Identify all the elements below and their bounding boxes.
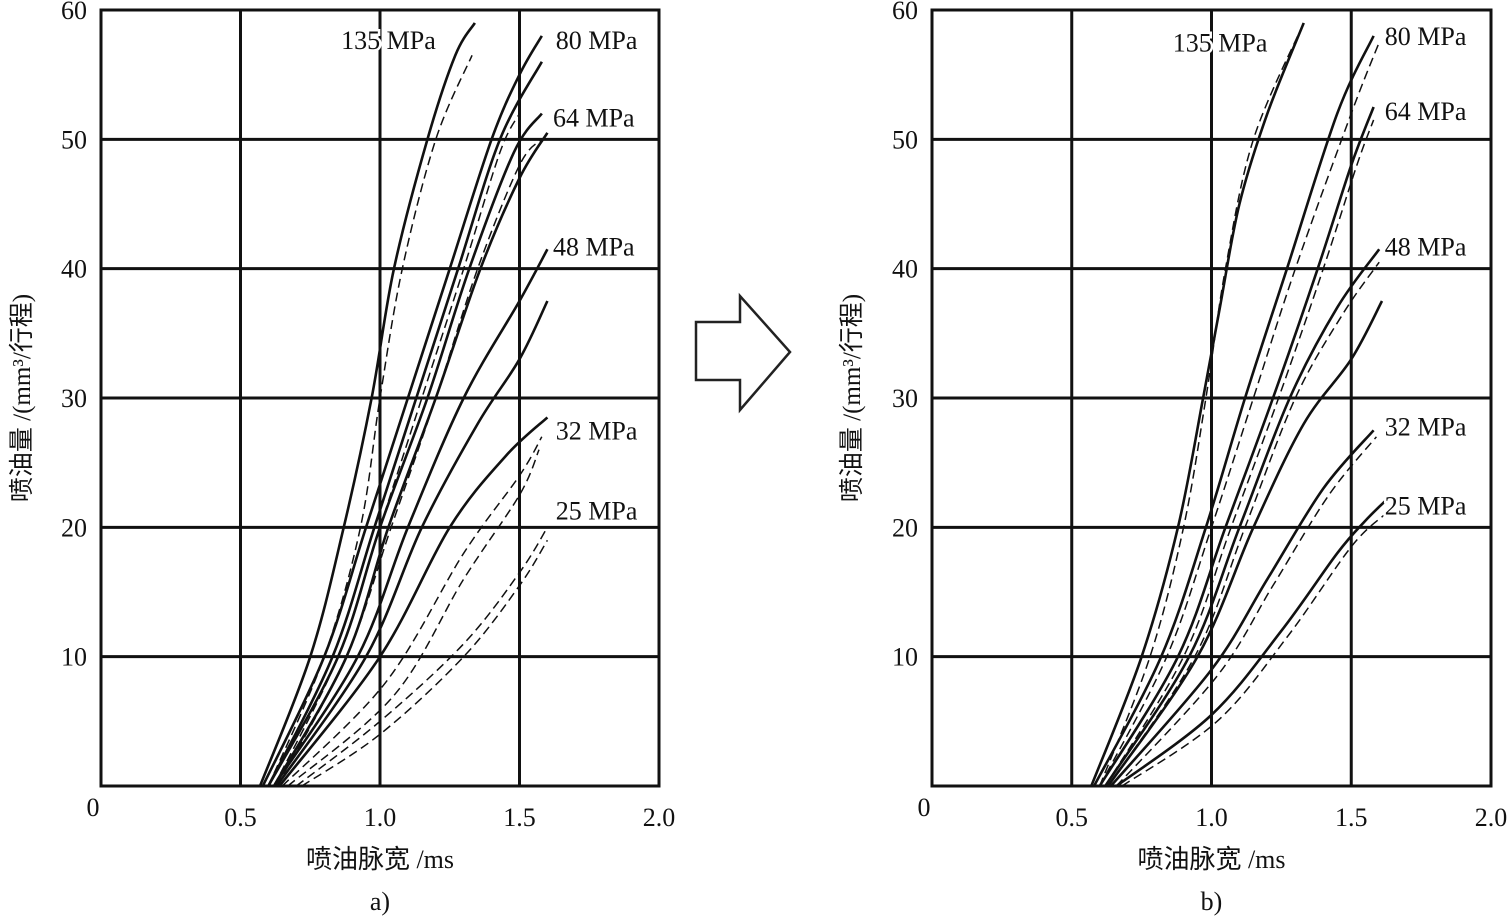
x-tick-label: 2.0 (643, 803, 676, 832)
x-tick-label: 0.5 (224, 803, 257, 832)
y-axis-label: 喷油量 /(mm³/行程) (838, 294, 866, 502)
series-line-measured (267, 61, 543, 787)
x-tick-label: 1.0 (364, 803, 397, 832)
x-tick-label: 2.0 (1475, 803, 1508, 832)
pressure-label: 64 MPa (553, 103, 635, 132)
pressure-label: 32 MPa (556, 416, 638, 445)
series-line-measured (1109, 429, 1375, 787)
series-line-simulated (1099, 42, 1380, 787)
series-line-simulated (295, 526, 549, 787)
series-line-measured (1115, 500, 1386, 788)
y-tick-label: 40 (61, 255, 87, 284)
x-axis-label: 喷油脉宽 /ms (1137, 845, 1285, 874)
chart-b: 0.5 1.0 1.5 2.0 10 20 30 40 50 60 0 135 MPa 80 MPa 64… (838, 0, 1507, 916)
series-line-simulated (273, 113, 521, 787)
right-arrow-icon (694, 292, 792, 414)
y-tick-label: 30 (892, 384, 918, 413)
y-tick-label: 50 (892, 125, 918, 154)
y-tick-label: 50 (61, 125, 87, 154)
y-tick-label: 30 (61, 384, 87, 413)
y-tick-label: 10 (892, 643, 918, 672)
pressure-label: 48 MPa (553, 233, 635, 262)
pressure-label: 32 MPa (1385, 413, 1467, 442)
origin-label: 0 (87, 793, 100, 822)
y-tick-label: 60 (61, 0, 87, 25)
y-axis-label: 喷油量 /(mm³/行程) (8, 294, 36, 502)
series-line-simulated (276, 138, 543, 787)
pressure-label: 25 MPa (1385, 491, 1467, 520)
x-axis-label: 喷油脉宽 /ms (306, 845, 454, 874)
series-line-simulated (1121, 513, 1386, 787)
series-line-measured (272, 248, 549, 787)
plot-frame (930, 8, 1493, 788)
series-line-simulated (1104, 119, 1375, 787)
x-tick-label: 1.5 (503, 803, 536, 832)
x-tick-label: 0.5 (1056, 803, 1089, 832)
y-tick-label: 20 (892, 513, 918, 542)
y-tick-label: 20 (61, 513, 87, 542)
y-tick-label: 40 (892, 255, 918, 284)
pressure-label: 48 MPa (1385, 233, 1467, 262)
pressure-label: 80 MPa (1385, 22, 1467, 51)
series-line-simulated (1107, 261, 1380, 787)
series-line-measured (258, 22, 476, 787)
plot-frame (99, 8, 661, 788)
y-tick-label: 60 (892, 0, 918, 25)
subfigure-label: a) (370, 887, 390, 916)
series-line-simulated (1099, 22, 1305, 787)
pressure-label: 80 MPa (556, 26, 638, 55)
series-line-measured (275, 300, 549, 787)
series-line-measured (1107, 300, 1384, 787)
pressure-label: 135 MPa (1173, 28, 1268, 57)
x-tick-label: 1.5 (1335, 803, 1368, 832)
series-line-measured (1104, 248, 1381, 787)
series-line-simulated (281, 436, 543, 787)
pressure-label: 25 MPa (556, 497, 638, 526)
chart-a: 0.5 1.0 1.5 2.0 10 20 30 40 50 60 0 135 MPa 80 MPa 64… (8, 0, 675, 916)
pressure-label: 64 MPa (1385, 97, 1467, 126)
series-line-measured (272, 132, 549, 787)
series-line-measured (1098, 106, 1375, 787)
series-line-measured (1090, 22, 1305, 787)
series-line-measured (1092, 35, 1375, 787)
series-line-simulated (1115, 436, 1377, 787)
series-line-simulated (301, 539, 549, 787)
series-line-measured (278, 416, 549, 787)
pressure-label: 135 MPa (341, 26, 436, 55)
origin-label: 0 (918, 793, 931, 822)
series-line-measured (267, 112, 543, 787)
subfigure-label: b) (1201, 887, 1223, 916)
series-line-simulated (267, 54, 473, 787)
x-tick-label: 1.0 (1195, 803, 1228, 832)
y-tick-label: 10 (61, 643, 87, 672)
series-line-simulated (287, 449, 540, 787)
